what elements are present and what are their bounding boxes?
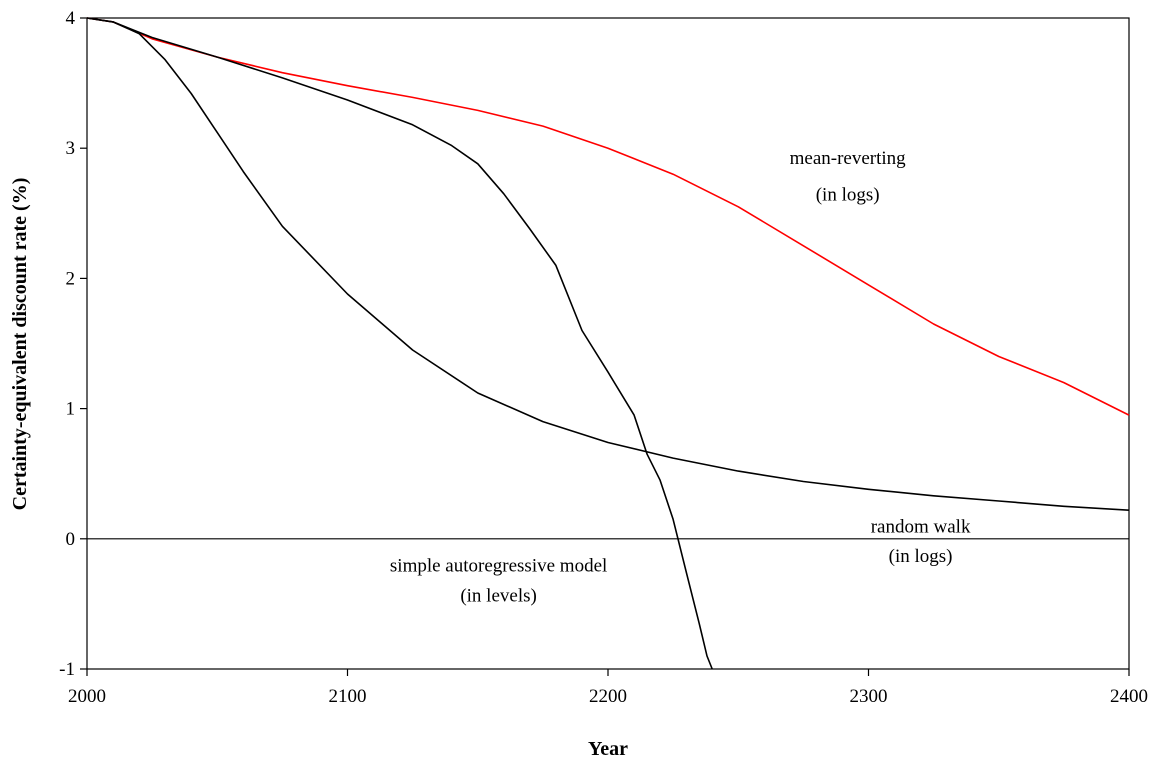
- y-tick-label: 2: [66, 268, 76, 289]
- y-tick-label: 3: [66, 138, 76, 159]
- y-axis-title: Certainty-equivalent discount rate (%): [9, 178, 31, 511]
- series-line-mean-reverting: [86, 17, 1130, 416]
- x-tick-label: 2300: [850, 686, 888, 707]
- x-tick-label: 2200: [589, 686, 627, 707]
- plot-area: 2000 2100 2200 2300 2400 -1 0 1 2 3 4 mean-revertin…: [59, 8, 1148, 707]
- x-tick-label: 2400: [1110, 686, 1148, 707]
- x-axis-title: Year: [588, 738, 628, 760]
- annotation-label: random walk: [871, 516, 971, 537]
- series-line-simple-autoregressive: [86, 17, 713, 670]
- annotation-label: (in logs): [816, 184, 880, 205]
- annotation-label: (in logs): [889, 546, 953, 567]
- annotation-label: (in levels): [460, 585, 537, 606]
- x-tick-label: 2100: [329, 686, 367, 707]
- y-tick-label: 4: [66, 8, 76, 29]
- series-line-random-walk: [86, 17, 1130, 511]
- y-tick-label: 1: [66, 399, 76, 420]
- annotation-label: simple autoregressive model: [390, 555, 607, 576]
- y-tick-label: 0: [66, 529, 76, 550]
- y-tick-label: -1: [59, 659, 75, 680]
- annotation-label: mean-reverting: [790, 148, 907, 169]
- x-tick-label: 2000: [68, 686, 106, 707]
